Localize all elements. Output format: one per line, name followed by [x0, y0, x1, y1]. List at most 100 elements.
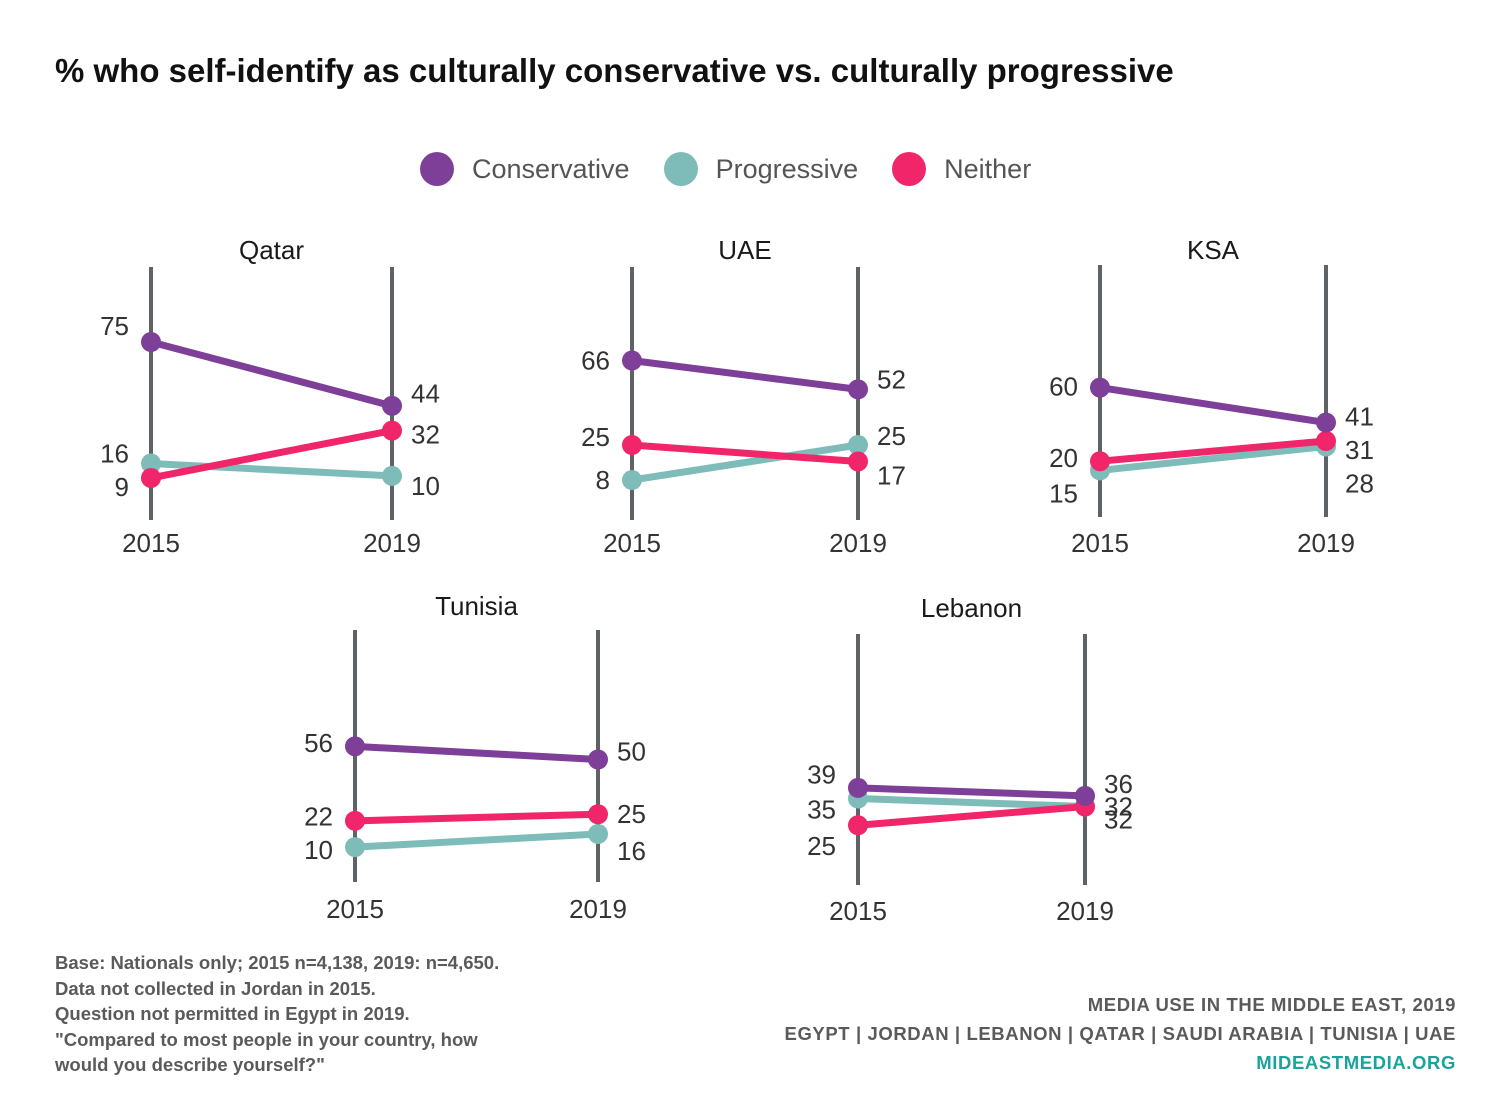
tunisia-value-label-progressive-2015: 10 [304, 835, 333, 865]
ksa-value-label-conservative-2015: 60 [1049, 371, 1078, 401]
qatar-line-progressive [147, 460, 396, 480]
uae-value-label-neither-2015: 25 [581, 422, 610, 452]
qatar-year-label-2019: 2019 [363, 528, 421, 558]
ksa-value-label-progressive-2015: 15 [1049, 478, 1078, 508]
qatar-point-progressive-2015 [141, 453, 161, 474]
tunisia-point-progressive-2019 [588, 823, 608, 844]
qatar-line-conservative [147, 338, 396, 410]
uae-value-label-progressive-2015: 8 [596, 465, 610, 495]
lebanon-point-conservative-2019 [1075, 785, 1095, 806]
legend-swatch-progressive [663, 152, 698, 186]
qatar-panel-title: Qatar [239, 235, 304, 265]
ksa-value-label-neither-2019: 31 [1345, 435, 1374, 465]
ksa-point-conservative-2019 [1316, 412, 1336, 433]
chart-title: % who self-identify as culturally conser… [55, 52, 1174, 89]
uae-point-progressive-2019 [848, 435, 868, 455]
qatar-point-progressive-2019 [382, 465, 402, 486]
tunisia-point-neither-2015 [345, 810, 365, 831]
lebanon-panel-title: Lebanon [921, 593, 1022, 623]
tunisia-value-label-neither-2015: 22 [304, 802, 333, 832]
tunisia-line-conservative [351, 742, 602, 763]
lebanon-line-conservative [854, 784, 1089, 800]
footnote-question-1: "Compared to most people in your country… [55, 1028, 478, 1050]
ksa-year-label-2015: 2015 [1071, 528, 1129, 558]
tunisia-year-label-2015: 2015 [326, 894, 384, 924]
ksa-point-neither-2015 [1090, 451, 1110, 472]
tunisia-panel-title: Tunisia [435, 591, 518, 621]
ksa-value-label-neither-2015: 20 [1049, 443, 1078, 473]
tunisia-value-label-progressive-2019: 16 [617, 836, 646, 866]
qatar-value-label-conservative-2019: 44 [411, 379, 440, 409]
legend-item-progressive: Progressive [663, 152, 858, 186]
tunisia-point-conservative-2019 [588, 749, 608, 770]
tunisia-year-label-2019: 2019 [569, 894, 627, 924]
tunisia-point-progressive-2015 [345, 837, 365, 858]
qatar-value-label-conservative-2015: 75 [100, 311, 129, 341]
credit-website: MIDEASTMEDIA.ORG [1256, 1052, 1456, 1073]
legend-swatch-neither [892, 152, 927, 186]
uae-year-label-2015: 2015 [603, 528, 661, 558]
qatar-point-neither-2019 [382, 420, 402, 441]
qatar-value-label-progressive-2019: 10 [411, 471, 440, 501]
ksa-line-neither [1096, 437, 1330, 465]
footnote-egypt: Question not permitted in Egypt in 2019. [55, 1003, 410, 1024]
tunisia-value-label-conservative-2015: 56 [304, 728, 333, 758]
footnote-question-2: would you describe yourself?" [55, 1054, 325, 1075]
lebanon-value-label-conservative-2015: 39 [807, 760, 836, 790]
qatar-value-label-neither-2015: 9 [115, 472, 129, 502]
legend-label-conservative: Conservative [472, 153, 630, 184]
credit-report: MEDIA USE IN THE MIDDLE EAST, 2019 [1087, 994, 1456, 1015]
uae-value-label-conservative-2015: 66 [581, 345, 610, 375]
ksa-point-neither-2019 [1316, 430, 1336, 451]
legend-label-neither: Neither [944, 153, 1032, 184]
legend-item-neither: Neither [892, 152, 1031, 186]
uae-point-neither-2015 [622, 435, 642, 455]
tunisia-value-label-conservative-2019: 50 [617, 736, 646, 766]
qatar-point-conservative-2015 [141, 332, 161, 352]
tunisia-point-neither-2019 [588, 804, 608, 825]
lebanon-point-neither-2015 [848, 815, 868, 836]
lebanon-year-label-2019: 2019 [1056, 896, 1114, 926]
lebanon-value-label-conservative-2019: 36 [1104, 769, 1133, 799]
legend: Conservative Progressive Neither [420, 148, 1065, 190]
uae-line-conservative [628, 357, 862, 393]
lebanon-value-label-neither-2015: 25 [807, 831, 836, 861]
footnote-base: Base: Nationals only; 2015 n=4,138, 2019… [55, 952, 500, 973]
ksa-value-label-conservative-2019: 41 [1345, 401, 1374, 431]
ksa-value-label-progressive-2019: 28 [1345, 468, 1374, 498]
qatar-point-conservative-2019 [382, 395, 402, 416]
ksa-panel-title: KSA [1187, 235, 1240, 265]
lebanon-value-label-neither-2019: 32 [1104, 804, 1133, 834]
qatar-value-label-neither-2019: 32 [411, 419, 440, 449]
uae-panel-title: UAE [718, 235, 771, 265]
lebanon-line-neither [854, 803, 1089, 829]
uae-line-progressive [628, 441, 862, 484]
qatar-line-neither [147, 427, 396, 482]
uae-value-label-progressive-2019: 25 [877, 421, 906, 451]
tunisia-line-progressive [351, 830, 602, 851]
qatar-value-label-progressive-2015: 16 [100, 438, 129, 468]
uae-point-progressive-2015 [622, 470, 642, 491]
qatar-year-label-2015: 2015 [122, 528, 180, 558]
tunisia-value-label-neither-2019: 25 [617, 799, 646, 829]
credits: MEDIA USE IN THE MIDDLE EAST, 2019 EGYPT… [785, 990, 1457, 1077]
credit-countries: EGYPT | JORDAN | LEBANON | QATAR | SAUDI… [784, 1023, 1456, 1044]
lebanon-line-progressive [854, 795, 1089, 811]
uae-point-neither-2019 [848, 451, 868, 472]
uae-point-conservative-2015 [622, 350, 642, 371]
uae-line-neither [628, 441, 862, 465]
uae-year-label-2019: 2019 [829, 528, 887, 558]
footnotes: Base: Nationals only; 2015 n=4,138, 2019… [55, 950, 499, 1078]
lebanon-value-label-progressive-2015: 35 [807, 794, 836, 824]
qatar-point-neither-2015 [141, 467, 161, 488]
lebanon-value-label-progressive-2019: 32 [1104, 791, 1133, 821]
footnote-jordan: Data not collected in Jordan in 2015. [55, 977, 376, 999]
ksa-year-label-2019: 2019 [1297, 528, 1355, 558]
lebanon-year-label-2015: 2015 [829, 896, 887, 926]
tunisia-line-neither [351, 810, 602, 825]
tunisia-point-conservative-2015 [345, 736, 365, 757]
lebanon-point-conservative-2015 [848, 777, 868, 798]
ksa-line-progressive [1096, 442, 1330, 474]
uae-value-label-neither-2019: 17 [877, 460, 906, 490]
